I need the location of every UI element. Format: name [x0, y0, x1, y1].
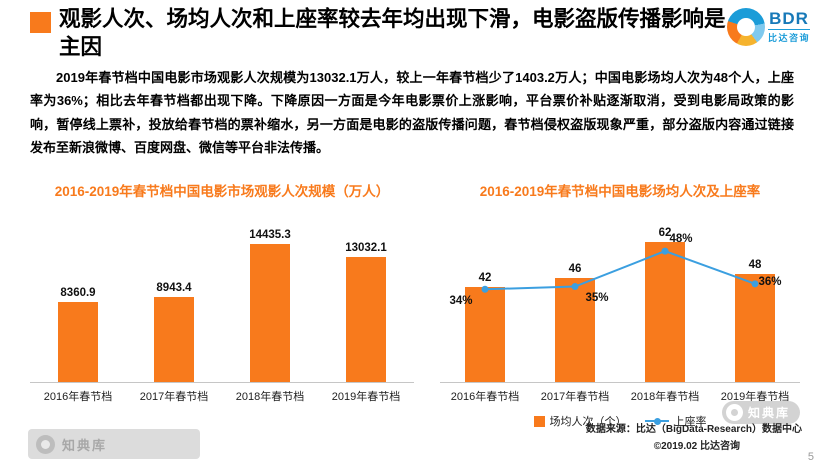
bar — [250, 244, 290, 382]
line-point-label: 34% — [449, 295, 473, 308]
bar-value-label: 8360.9 — [60, 287, 96, 299]
legend-bar-label: 场均人次（个） — [549, 416, 627, 428]
legend-line-dot — [653, 417, 661, 425]
bdr-logo: BDR 比达咨询 — [726, 8, 810, 46]
title-bullet — [30, 12, 51, 33]
legend-bar-swatch — [533, 415, 545, 427]
category-label: 2017年春节档 — [540, 391, 610, 403]
category-label: 2019年春节档 — [720, 391, 790, 403]
bar-value-label: 14435.3 — [249, 229, 291, 241]
bar-value-label: 8943.4 — [156, 282, 192, 294]
attendance-combo-chart: 2016-2019年春节档中国电影场均人次及上座率 42 46 62 48 34% 35%… — [440, 180, 800, 429]
bar — [346, 257, 386, 382]
watermark-logo-icon — [725, 404, 743, 421]
bar-value-label: 62 — [658, 227, 672, 239]
right-chart-title: 2016-2019年春节档中国电影场均人次及上座率 — [479, 184, 761, 199]
bar-group: 13032.1 — [318, 212, 414, 382]
bar-group: 42 — [440, 212, 530, 382]
line-point-label: 35% — [585, 291, 609, 304]
line-point-label: 36% — [758, 275, 782, 288]
bdr-logo-icon — [726, 8, 765, 46]
copyright: ©2019.02 比达咨询 — [653, 441, 740, 452]
charts-area: 2016-2019年春节档中国电影市场观影人次规模（万人） 8360.9 8943… — [30, 180, 800, 429]
bar-group: 8943.4 — [126, 212, 222, 382]
left-chart-categories: 2016年春节档 2017年春节档 2018年春节档 2019年春节档 — [30, 383, 414, 404]
watermark-text: 知典库 — [747, 406, 790, 420]
category-label: 2016年春节档 — [450, 391, 520, 403]
bar-group: 48 — [710, 212, 800, 382]
legend-item-bar: 场均人次（个） — [533, 413, 627, 429]
left-chart-title: 2016-2019年春节档中国电影市场观影人次规模（万人） — [54, 184, 390, 199]
bar — [465, 287, 505, 382]
legend-line-swatch — [644, 417, 669, 425]
bar — [735, 274, 775, 382]
left-chart-plot: 8360.9 8943.4 14435.3 13032.1 — [30, 212, 414, 383]
bar — [645, 242, 685, 382]
bar-value-label: 13032.1 — [345, 242, 387, 254]
category-label: 2018年春节档 — [235, 391, 305, 403]
bar-group: 14435.3 — [222, 212, 318, 382]
bar-group: 62 — [620, 212, 710, 382]
bar — [555, 278, 595, 382]
legend-line-label: 上座率 — [673, 416, 707, 428]
bdr-logo-text-block: BDR 比达咨询 — [767, 9, 810, 44]
page-number: 5 — [807, 451, 814, 463]
bar-value-label: 46 — [568, 263, 582, 275]
line-point-label: 48% — [669, 233, 693, 246]
data-source: 数据来源：比达（BigData-Research）数据中心 — [585, 424, 802, 435]
right-chart-categories: 2016年春节档 2017年春节档 2018年春节档 2019年春节档 — [440, 383, 800, 404]
page-title: 观影人次、场均人次和上座率较去年均出现下滑，电影盗版传播影响是主因 — [59, 7, 726, 60]
category-label: 2017年春节档 — [139, 391, 209, 403]
footer-source-block: 数据来源：比达（BigData-Research）数据中心 ©2019.02 比… — [586, 421, 802, 455]
summary-paragraph: 2019年春节档中国电影市场观影人次规模为13032.1万人，较上一年春节档少了… — [30, 70, 794, 156]
bar — [154, 297, 194, 382]
watermark-logo-icon — [36, 434, 55, 454]
watermark-right: 知典库 — [721, 401, 800, 424]
bar — [58, 302, 98, 382]
bar-group: 8360.9 — [30, 212, 126, 382]
viewers-scale-bar-chart: 2016-2019年春节档中国电影市场观影人次规模（万人） 8360.9 8943… — [30, 180, 414, 429]
category-label: 2019年春节档 — [331, 391, 401, 403]
chart-legend: 场均人次（个） 上座率 — [440, 413, 800, 429]
category-label: 2018年春节档 — [630, 391, 700, 403]
watermark-text: 知典库 — [62, 437, 108, 453]
logo-text: BDR — [769, 9, 809, 28]
right-chart-plot: 42 46 62 48 34% 35% 48% 36% — [440, 212, 800, 383]
bar-value-label: 48 — [748, 259, 762, 271]
legend-item-line: 上座率 — [644, 413, 707, 429]
bar-value-label: 42 — [478, 272, 492, 284]
watermark-left: 知典库 — [28, 429, 200, 459]
category-label: 2016年春节档 — [43, 391, 113, 403]
logo-subtext: 比达咨询 — [767, 29, 810, 44]
